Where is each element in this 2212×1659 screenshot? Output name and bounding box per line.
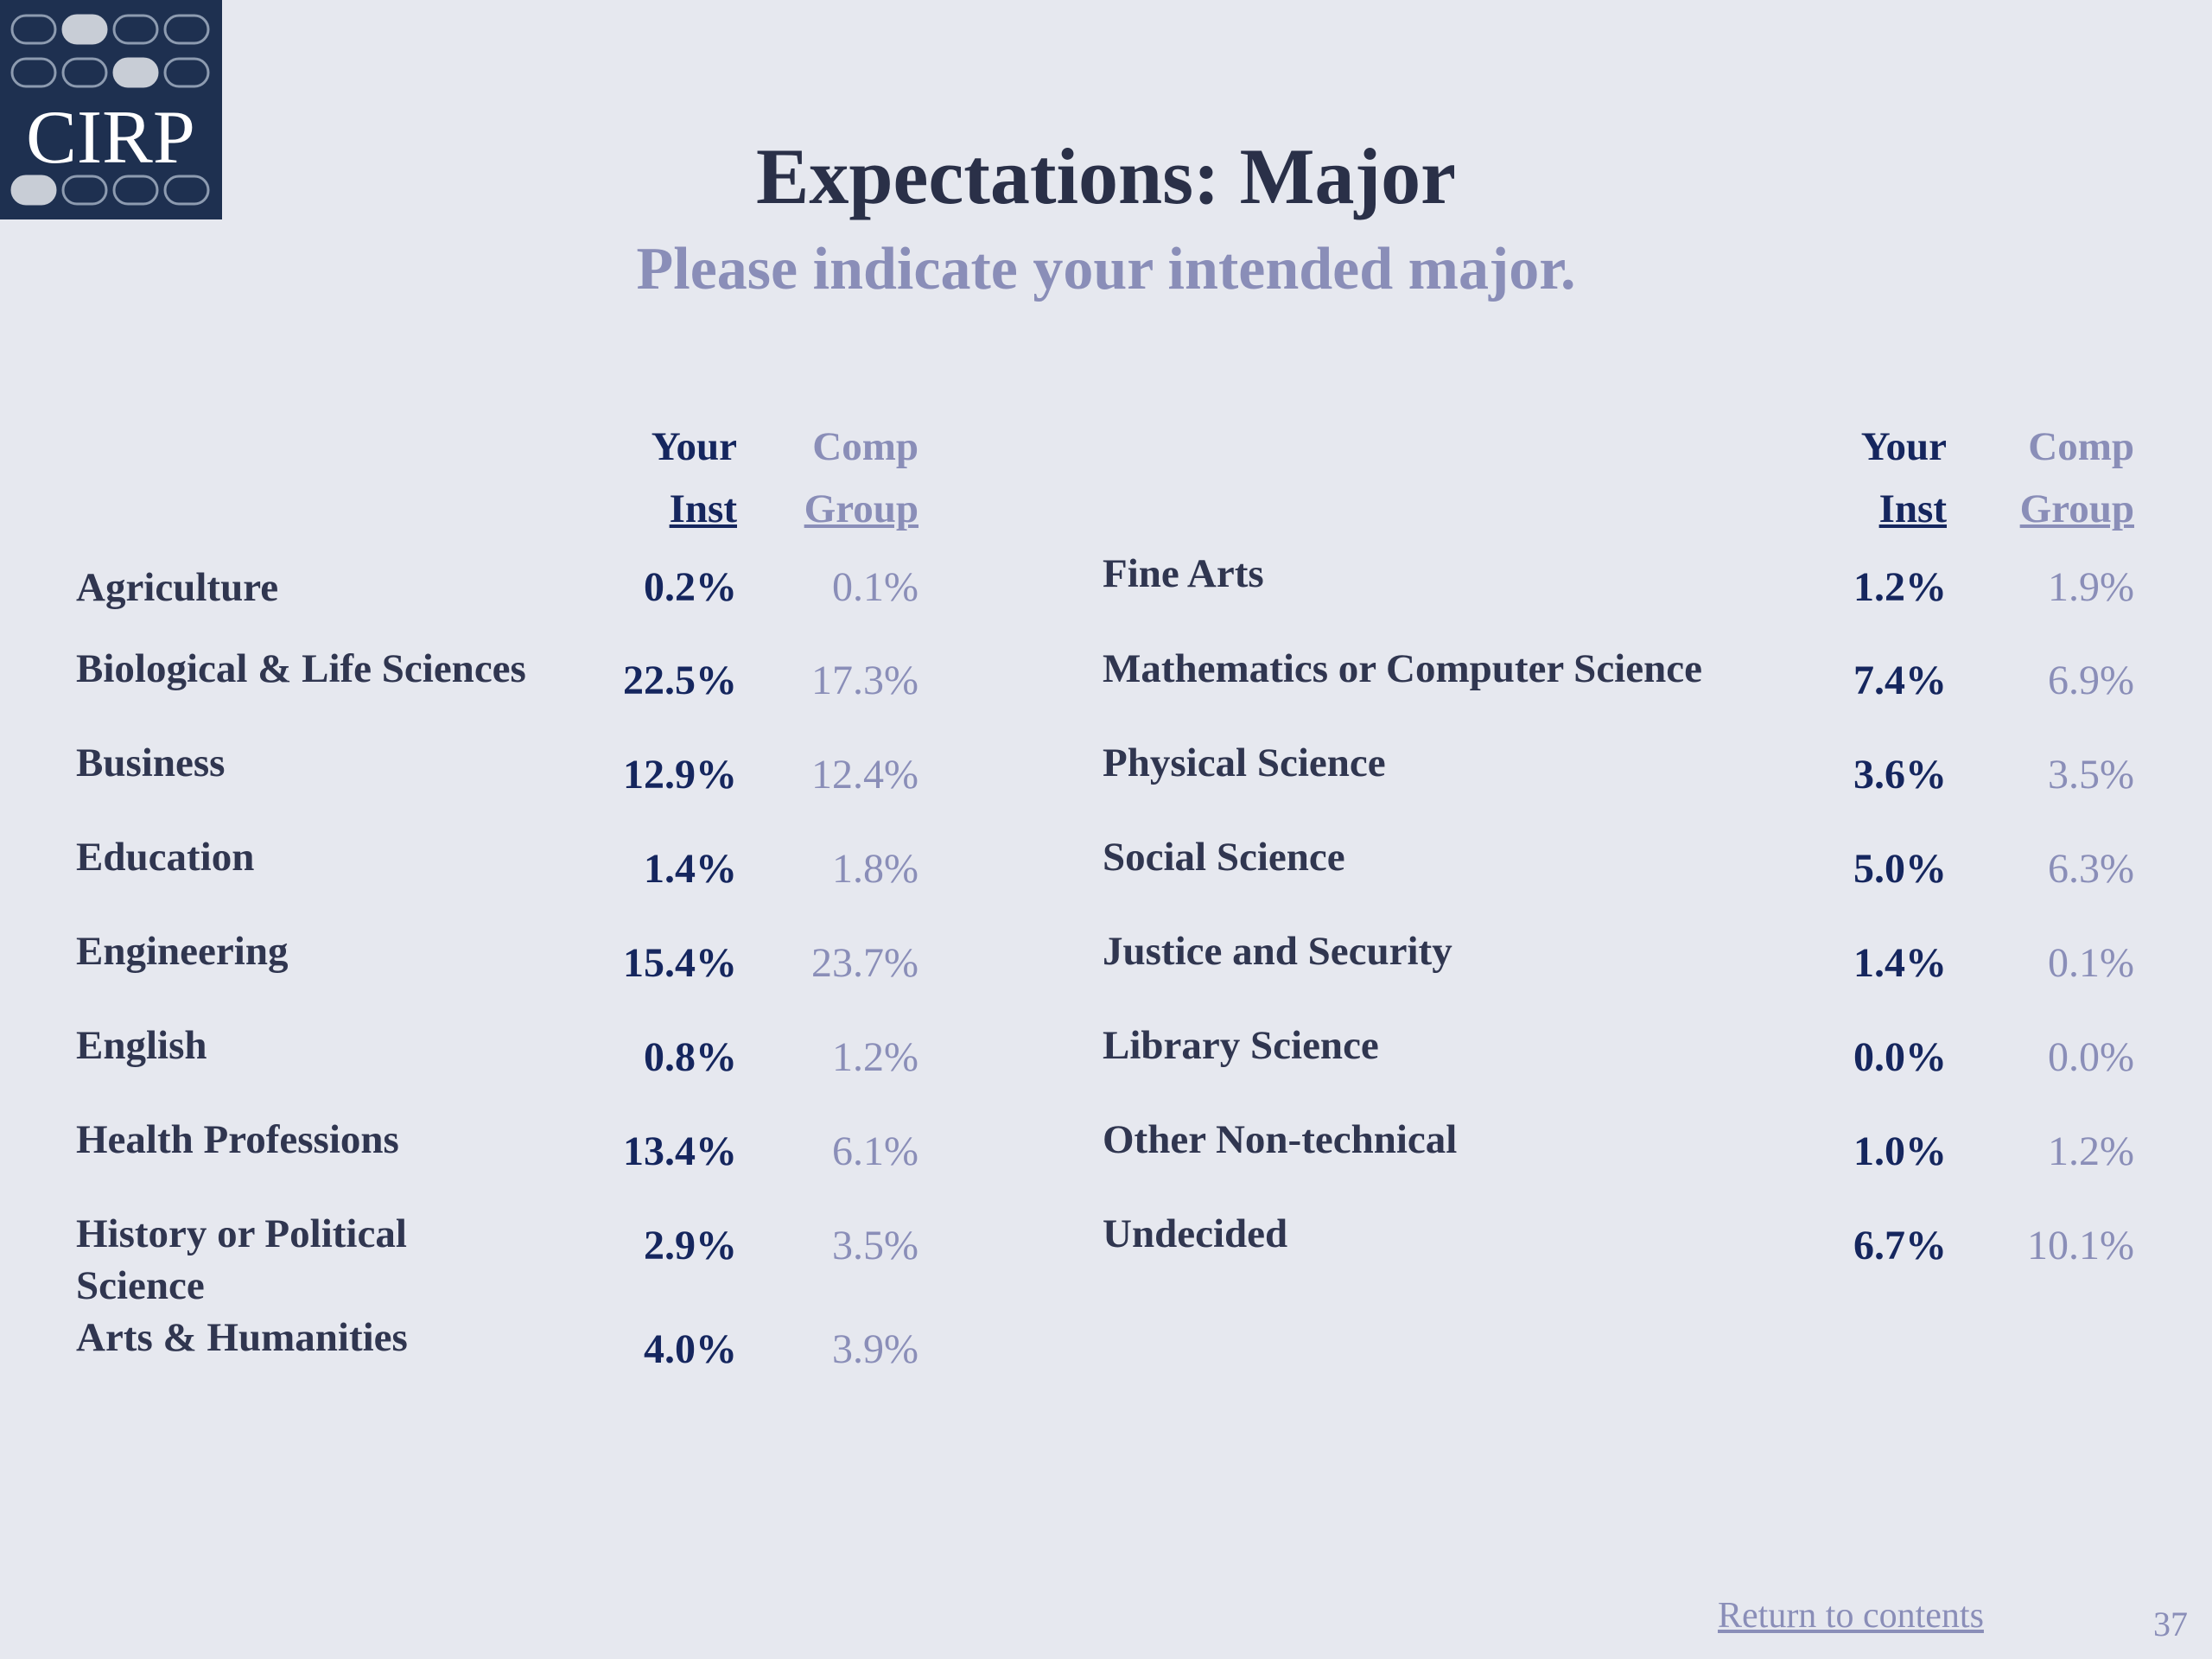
left-row-inst: 2.9%: [644, 1223, 737, 1268]
left-comp-header: Comp Group: [760, 416, 918, 540]
left-row-label: Arts & Humanities: [76, 1315, 408, 1360]
left-row-label: Business: [76, 741, 226, 785]
right-inst-header: Your Inst: [1815, 416, 1947, 540]
svg-text:CIRP: CIRP: [26, 96, 195, 180]
left-row-inst: 1.4%: [644, 846, 737, 892]
right-comp-header-line2: Group: [2019, 486, 2134, 531]
left-row-inst: 22.5%: [623, 658, 737, 703]
right-row-label: Undecided: [1103, 1211, 1288, 1256]
left-row-comp: 17.3%: [811, 658, 918, 703]
left-row-label: Engineering: [76, 929, 289, 974]
left-row-label: History or Political Science: [76, 1211, 407, 1308]
right-inst-header-line1: Your: [1860, 424, 1947, 469]
right-row-inst: 1.4%: [1853, 940, 1947, 986]
cirp-logo: CIRP: [0, 0, 222, 219]
right-row-comp: 1.9%: [2048, 564, 2134, 610]
left-row-comp: 3.5%: [832, 1223, 918, 1268]
right-row-label: Fine Arts: [1103, 551, 1264, 596]
left-row-inst: 15.4%: [623, 940, 737, 986]
right-row-inst: 7.4%: [1853, 658, 1947, 703]
right-row-label: Justice and Security: [1103, 929, 1452, 974]
right-comp-header-line1: Comp: [2028, 424, 2134, 469]
left-inst-header-line2: Inst: [669, 486, 737, 531]
left-row-label: Agriculture: [76, 565, 279, 610]
right-row-comp: 1.2%: [2048, 1128, 2134, 1174]
left-row-comp: 0.1%: [832, 564, 918, 610]
right-row-inst: 0.0%: [1853, 1034, 1947, 1080]
left-comp-header-line1: Comp: [812, 424, 918, 469]
left-row-inst: 0.2%: [644, 564, 737, 610]
left-row-comp: 1.8%: [832, 846, 918, 892]
right-row-label: Other Non-technical: [1103, 1117, 1458, 1162]
left-row-inst: 4.0%: [644, 1326, 737, 1372]
right-inst-header-line2: Inst: [1878, 486, 1947, 531]
right-row-comp: 0.0%: [2048, 1034, 2134, 1080]
left-row-inst: 0.8%: [644, 1034, 737, 1080]
page-title: Expectations: Major: [756, 132, 1456, 220]
right-row-label: Physical Science: [1103, 741, 1386, 785]
right-row-inst: 5.0%: [1853, 846, 1947, 892]
left-row-comp: 3.9%: [832, 1326, 918, 1372]
right-row-inst: 1.0%: [1853, 1128, 1947, 1174]
right-row-comp: 0.1%: [2048, 940, 2134, 986]
left-row-inst: 13.4%: [623, 1128, 737, 1174]
left-row-label: English: [76, 1023, 207, 1068]
left-row-comp: 1.2%: [832, 1034, 918, 1080]
right-row-label: Social Science: [1103, 835, 1345, 880]
right-row-inst: 3.6%: [1853, 752, 1947, 798]
right-row-inst: 6.7%: [1853, 1223, 1947, 1268]
left-row-label: Education: [76, 835, 255, 880]
left-row-label: Biological & Life Sciences: [76, 646, 526, 691]
right-row-comp: 6.9%: [2048, 658, 2134, 703]
right-row-comp: 3.5%: [2048, 752, 2134, 798]
left-inst-header: Your Inst: [605, 416, 737, 540]
left-row-comp: 6.1%: [832, 1128, 918, 1174]
left-row-comp: 12.4%: [811, 752, 918, 798]
page-number: 37: [2153, 1605, 2188, 1643]
left-row-label: Health Professions: [76, 1117, 399, 1162]
right-row-comp: 10.1%: [2027, 1223, 2134, 1268]
right-row-label: Library Science: [1103, 1023, 1379, 1068]
right-row-comp: 6.3%: [2048, 846, 2134, 892]
left-row-inst: 12.9%: [623, 752, 737, 798]
right-row-inst: 1.2%: [1853, 564, 1947, 610]
right-row-label: Mathematics or Computer Science: [1103, 646, 1702, 691]
page-subtitle: Please indicate your intended major.: [636, 236, 1576, 302]
right-comp-header: Comp Group: [1970, 416, 2134, 540]
left-inst-header-line1: Your: [651, 424, 737, 469]
return-to-contents-link[interactable]: Return to contents: [1718, 1596, 1984, 1636]
left-row-comp: 23.7%: [811, 940, 918, 986]
left-comp-header-line2: Group: [804, 486, 918, 531]
